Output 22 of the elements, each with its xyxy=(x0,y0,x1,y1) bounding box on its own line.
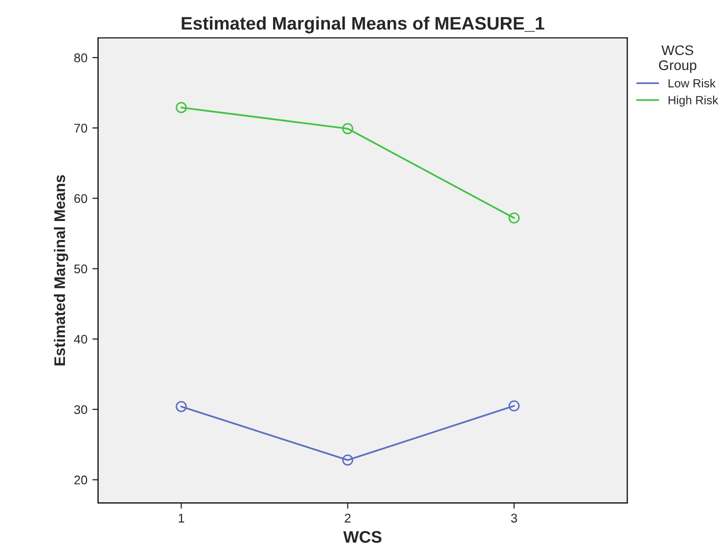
x-tick-label: 1 xyxy=(178,514,184,522)
y-tick-label: 20 xyxy=(74,476,88,484)
x-tick-label: 2 xyxy=(344,514,351,522)
point xyxy=(342,454,354,466)
point xyxy=(508,400,520,412)
y-tick-label: 30 xyxy=(74,405,88,414)
x-tick-label: 3 xyxy=(511,514,518,523)
y-tick-label: 50 xyxy=(74,264,88,274)
y-tick-label: 60 xyxy=(74,194,88,203)
point xyxy=(508,212,520,224)
y-tick-label: 80 xyxy=(74,53,88,62)
y-axis-title: Estimated Marginal Means xyxy=(54,175,68,366)
chart-title: Estimated Marginal Means of MEASURE_1 xyxy=(182,16,544,34)
legend-label: Low Risk xyxy=(668,78,716,88)
y-tick-label: 70 xyxy=(74,124,88,133)
point xyxy=(176,401,187,412)
point xyxy=(176,102,187,114)
legend-title: WCS Group xyxy=(659,45,696,73)
legend-label: High Risk xyxy=(668,96,718,107)
x-axis-title: WCS xyxy=(343,531,382,543)
y-tick-label: 40 xyxy=(74,334,88,344)
point xyxy=(342,123,354,134)
